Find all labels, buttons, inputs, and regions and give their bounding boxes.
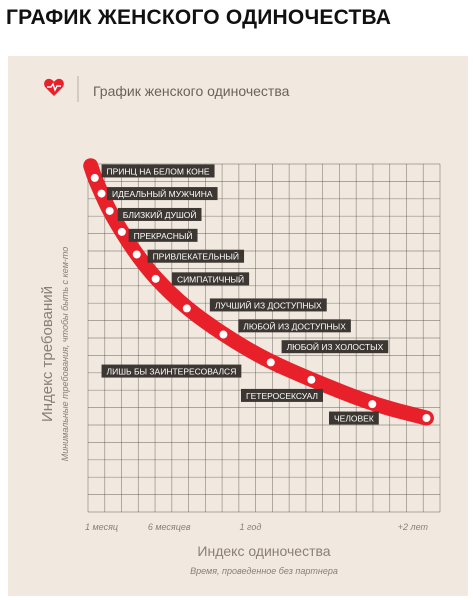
curve-line bbox=[83, 158, 434, 426]
page-heading: ГРАФИК ЖЕНСКОГО ОДИНОЧЕСТВА bbox=[6, 6, 392, 29]
annotation-label: БЛИЗКИЙ ДУШОЙ bbox=[117, 207, 202, 221]
x-axis-label: Индекс одиночества bbox=[197, 543, 330, 559]
annotation-box bbox=[147, 249, 245, 263]
annotation-box bbox=[171, 272, 250, 286]
annotation-box bbox=[101, 164, 215, 178]
annotation-label: ПРИНЦ НА БЕЛОМ КОНЕ bbox=[101, 164, 215, 178]
annotation-box bbox=[238, 319, 351, 333]
annotation-text: СИМПАТИЧНЫЙ bbox=[177, 273, 244, 284]
chart-card: График женского одиночества Индекс требо… bbox=[8, 56, 468, 596]
annotation-text: ЧЕЛОВЕК bbox=[334, 414, 374, 424]
annotation-box bbox=[101, 364, 242, 378]
annotation-label: ИДЕАЛЬНЫЙ МУЖЧИНА bbox=[106, 187, 218, 201]
curve-point bbox=[97, 189, 106, 198]
x-axis-sublabel: Время, проведенное без партнера bbox=[190, 566, 338, 576]
curve-point bbox=[422, 414, 431, 423]
heart-with-pulse-icon bbox=[44, 78, 64, 96]
curve-point bbox=[307, 375, 316, 384]
annotation-text: ПРИНЦ НА БЕЛОМ КОНЕ bbox=[107, 166, 210, 176]
annotation-label: ГЕТЕРОСЕКСУАЛ bbox=[240, 388, 324, 402]
annotation-label: ПРЕКРАСНЫЙ bbox=[128, 228, 198, 242]
annotation-box bbox=[328, 411, 379, 425]
annotation-box bbox=[209, 298, 327, 312]
curve bbox=[83, 158, 434, 426]
curve-point bbox=[117, 227, 126, 236]
annotation-box bbox=[240, 388, 324, 402]
annotation-label: ЛЮБОЙ ИЗ ХОЛОСТЫХ bbox=[281, 340, 389, 354]
annotation-label: ЛУЧШИЙ ИЗ ДОСТУПНЫХ bbox=[209, 298, 327, 312]
x-tick-label: 6 месяцев bbox=[148, 522, 191, 532]
annotation-text: ЛУЧШИЙ ИЗ ДОСТУПНЫХ bbox=[215, 299, 322, 310]
curve-point bbox=[132, 250, 141, 259]
annotation-text: ЛЮБОЙ ИЗ ХОЛОСТЫХ bbox=[287, 341, 384, 352]
curve-point bbox=[151, 274, 160, 283]
annotation-text: ПРИВЛЕКАТЕЛЬНЫЙ bbox=[153, 251, 239, 262]
annotation-box bbox=[106, 187, 218, 201]
annotation-text: ПРЕКРАСНЫЙ bbox=[134, 230, 193, 241]
x-tick-label: 1 год bbox=[240, 522, 262, 532]
annotation-box bbox=[117, 207, 202, 221]
annotation-text: ЛЮБОЙ ИЗ ДОСТУПНЫХ bbox=[243, 320, 346, 331]
y-axis-sublabel: Минимальные требования, чтобы быть с кем… bbox=[60, 247, 70, 462]
x-tick-label: 1 месяц bbox=[85, 522, 118, 532]
chart-svg: График женского одиночества Индекс требо… bbox=[39, 76, 441, 576]
annotation-label: ПРИВЛЕКАТЕЛЬНЫЙ bbox=[147, 249, 245, 263]
annotation-box bbox=[128, 228, 198, 242]
annotation-label: СИМПАТИЧНЫЙ bbox=[171, 272, 250, 286]
curve-point bbox=[266, 358, 275, 367]
annotation-label: ЧЕЛОВЕК bbox=[328, 411, 379, 425]
annotation-text: БЛИЗКИЙ ДУШОЙ bbox=[123, 209, 197, 220]
curve-point bbox=[105, 206, 114, 215]
x-axis-ticks: 1 месяц 6 месяцев 1 год +2 лет bbox=[85, 522, 429, 532]
annotation-text: ГЕТЕРОСЕКСУАЛ bbox=[246, 391, 318, 401]
annotation-text: ИДЕАЛЬНЫЙ МУЖЧИНА bbox=[112, 188, 213, 199]
curve-point bbox=[90, 173, 99, 182]
annotation-label: ЛЮБОЙ ИЗ ДОСТУПНЫХ bbox=[238, 319, 351, 333]
curve-point bbox=[368, 400, 377, 409]
curve-point bbox=[182, 304, 191, 313]
curve-point bbox=[219, 330, 228, 339]
x-tick-label: +2 лет bbox=[398, 522, 429, 532]
annotation-text: ЛИШЬ БЫ ЗАИНТЕРЕСОВАЛСЯ bbox=[107, 367, 237, 377]
annotation-labels: ПРИНЦ НА БЕЛОМ КОНЕ ИДЕАЛЬНЫЙ МУЖЧИНА БЛИЗ… bbox=[101, 164, 389, 425]
y-axis-label: Индекс требований bbox=[39, 286, 56, 422]
card-title: График женского одиночества bbox=[93, 83, 290, 99]
annotation-box bbox=[281, 340, 389, 354]
annotation-label: ЛИШЬ БЫ ЗАИНТЕРЕСОВАЛСЯ bbox=[101, 364, 242, 378]
